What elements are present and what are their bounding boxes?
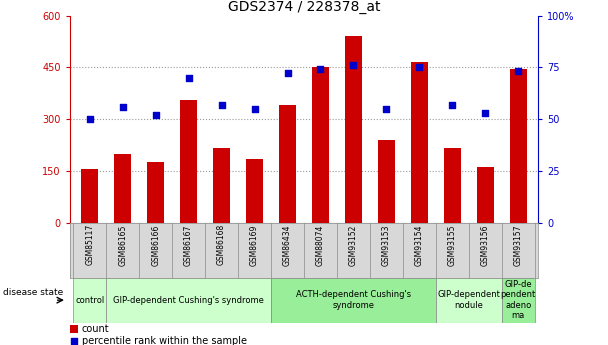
Text: count: count (81, 324, 109, 334)
Point (513, 69, 523, 74)
Point (184, 75, 193, 80)
Text: percentile rank within the sample: percentile rank within the sample (81, 336, 247, 345)
Text: GSM93156: GSM93156 (481, 224, 490, 266)
Text: GSM86434: GSM86434 (283, 224, 292, 266)
Bar (106, 278, 271, 323)
Point (118, 104, 128, 109)
Point (216, 102, 226, 107)
Point (151, 112, 161, 118)
Text: GSM86168: GSM86168 (217, 224, 226, 265)
Bar (411, 62, 427, 223)
Point (69, 338, 79, 343)
Title: GDS2374 / 228378_at: GDS2374 / 228378_at (228, 0, 380, 14)
Text: disease state: disease state (3, 288, 63, 297)
Bar (279, 105, 295, 223)
Point (447, 102, 457, 107)
Bar (345, 36, 362, 223)
Text: GSM86165: GSM86165 (118, 224, 127, 266)
Text: GIP-dependent
nodule: GIP-dependent nodule (437, 290, 500, 310)
Bar (73, 278, 106, 323)
Point (85, 116, 95, 122)
Point (480, 110, 490, 116)
Point (283, 71, 292, 76)
Bar (378, 140, 395, 223)
Bar (213, 148, 230, 223)
Text: GSM93153: GSM93153 (382, 224, 391, 266)
Point (382, 106, 392, 111)
Bar (246, 159, 263, 223)
Bar (147, 162, 164, 223)
Text: GSM86169: GSM86169 (250, 224, 259, 266)
Text: GSM93157: GSM93157 (514, 224, 523, 266)
Bar (477, 167, 494, 223)
Point (316, 67, 325, 72)
Text: GSM85117: GSM85117 (85, 224, 94, 265)
Text: GSM93155: GSM93155 (448, 224, 457, 266)
Text: GIP-de
pendent
adeno
ma: GIP-de pendent adeno ma (500, 280, 536, 320)
Point (348, 62, 358, 68)
Bar (114, 154, 131, 223)
Text: GSM93154: GSM93154 (415, 224, 424, 266)
Point (250, 106, 260, 111)
Text: GSM86167: GSM86167 (184, 224, 193, 266)
Bar (70, 325, 78, 333)
Bar (313, 67, 329, 223)
Text: control: control (75, 296, 105, 305)
Bar (81, 169, 98, 223)
Text: GSM93152: GSM93152 (349, 224, 358, 266)
Bar (502, 278, 535, 323)
Text: GSM86166: GSM86166 (151, 224, 160, 266)
Bar (271, 278, 436, 323)
Text: GSM88074: GSM88074 (316, 224, 325, 266)
Point (415, 65, 424, 70)
Bar (510, 69, 527, 223)
Bar (181, 100, 197, 223)
Bar (444, 148, 461, 223)
Text: ACTH-dependent Cushing's
syndrome: ACTH-dependent Cushing's syndrome (296, 290, 411, 310)
Text: GIP-dependent Cushing's syndrome: GIP-dependent Cushing's syndrome (113, 296, 264, 305)
Bar (436, 278, 502, 323)
